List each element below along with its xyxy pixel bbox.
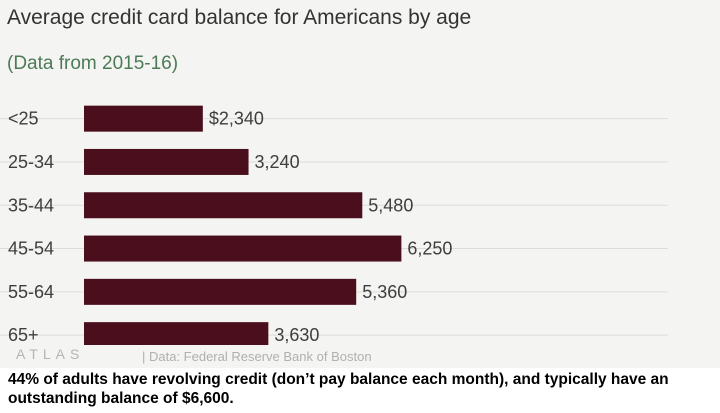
value-label: 5,360 xyxy=(362,282,407,302)
value-label: 5,480 xyxy=(368,195,413,215)
category-label: <25 xyxy=(8,109,39,129)
bar-1 xyxy=(84,148,249,175)
bars xyxy=(84,105,402,345)
atlas-logo: ATLAS xyxy=(16,346,85,362)
category-label: 35-44 xyxy=(8,195,54,215)
category-label: 65+ xyxy=(8,325,39,345)
chart-panel: Average credit card balance for American… xyxy=(0,0,720,368)
chart-title: Average credit card balance for American… xyxy=(7,6,472,29)
bar-2 xyxy=(84,192,363,219)
value-label: 6,250 xyxy=(407,239,452,259)
value-label: 3,240 xyxy=(255,152,300,172)
bar-4 xyxy=(84,278,357,305)
category-label: 55-64 xyxy=(8,282,54,302)
bar-0 xyxy=(84,105,203,132)
value-label: $2,340 xyxy=(209,109,264,129)
caption: 44% of adults have revolving credit (don… xyxy=(8,371,669,407)
bar-chart: <25 $2,340 25-34 3,240 35-44 5,480 45-54 6,250 5… xyxy=(0,105,668,345)
bar-5 xyxy=(84,322,269,345)
category-label: 45-54 xyxy=(8,239,54,259)
bar-3 xyxy=(84,235,402,262)
value-label: 3,630 xyxy=(274,325,319,345)
labels: <25 $2,340 25-34 3,240 35-44 5,480 45-54 6,250 5… xyxy=(8,109,452,345)
chart-subtitle: (Data from 2015-16) xyxy=(7,53,179,74)
source-line: | Data: Federal Reserve Bank of Boston xyxy=(142,349,372,364)
category-label: 25-34 xyxy=(8,152,54,172)
